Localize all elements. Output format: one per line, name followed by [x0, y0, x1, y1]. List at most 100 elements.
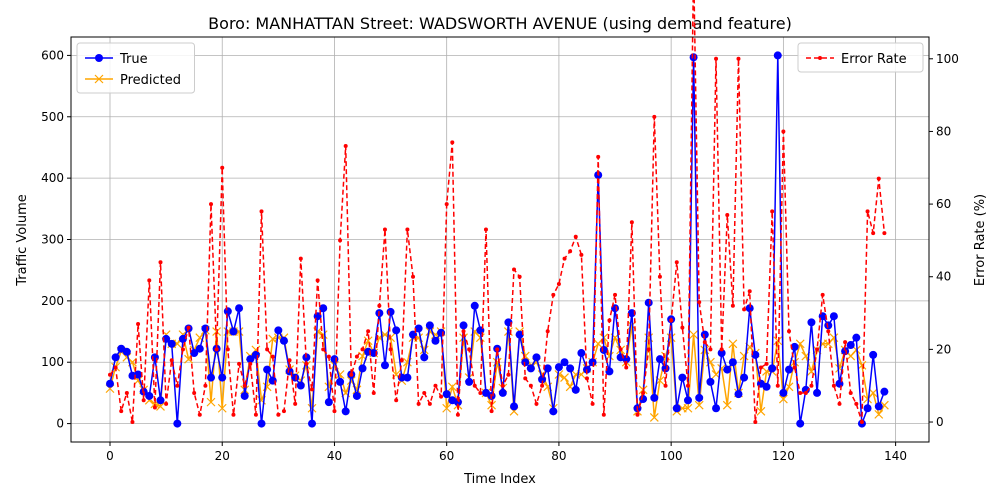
data-point: [674, 260, 679, 265]
data-point: [461, 329, 466, 334]
data-point: [734, 390, 743, 399]
data-point: [736, 56, 741, 61]
data-point: [813, 388, 822, 397]
data-point: [279, 336, 288, 345]
legend-marker: [818, 56, 822, 60]
data-point: [270, 354, 275, 359]
data-point: [573, 234, 578, 239]
data-point: [229, 327, 238, 336]
data-point: [523, 376, 528, 381]
data-point: [846, 341, 855, 350]
data-point: [242, 383, 247, 388]
data-point: [725, 212, 730, 217]
legend-marker: [95, 54, 103, 62]
data-point: [231, 412, 236, 417]
data-point: [700, 330, 709, 339]
data-point: [433, 383, 438, 388]
data-point: [556, 281, 561, 286]
x-tick-label: 60: [439, 449, 454, 463]
data-point: [122, 347, 131, 356]
data-point: [498, 388, 507, 397]
data-point: [680, 325, 685, 330]
y2-axis-label: Error Rate (%): [973, 194, 988, 286]
data-point: [113, 365, 118, 370]
data-point: [206, 397, 216, 407]
data-point: [119, 409, 124, 414]
data-point: [798, 390, 803, 395]
data-point: [781, 129, 786, 134]
data-point: [246, 355, 255, 364]
data-point: [405, 227, 410, 232]
data-point: [510, 402, 519, 411]
data-point: [683, 396, 692, 405]
data-point: [147, 278, 152, 283]
data-point: [848, 390, 853, 395]
data-point: [526, 364, 535, 373]
data-point: [111, 353, 120, 362]
y-axis-label: Traffic Volume: [15, 194, 30, 287]
x-tick-label: 100: [660, 449, 683, 463]
data-point: [540, 383, 545, 388]
data-point: [489, 409, 494, 414]
data-point: [532, 353, 541, 362]
data-point: [792, 365, 797, 370]
x-tick-label: 120: [772, 449, 795, 463]
y-tick-label: 200: [41, 294, 64, 308]
data-point: [257, 419, 266, 428]
data-point: [824, 321, 833, 330]
data-point: [831, 383, 836, 388]
data-point: [520, 351, 530, 361]
data-point: [214, 347, 219, 352]
data-point: [753, 420, 758, 425]
data-point: [419, 345, 429, 355]
data-point: [562, 256, 567, 261]
data-point: [801, 385, 810, 394]
data-point: [319, 304, 328, 313]
data-point: [274, 326, 283, 335]
data-point: [528, 383, 533, 388]
data-point: [829, 312, 838, 321]
legend-left: True Predicted: [76, 42, 195, 94]
data-point: [796, 419, 805, 428]
data-point: [152, 405, 157, 410]
data-point: [296, 381, 305, 390]
data-point: [515, 330, 524, 339]
data-point: [751, 350, 760, 359]
data-point: [869, 350, 878, 359]
data-point: [622, 355, 631, 364]
legend-box: [76, 42, 195, 94]
data-point: [876, 176, 881, 181]
data-point: [472, 383, 477, 388]
data-point: [605, 367, 614, 376]
y2-tick-label: 0: [936, 415, 944, 429]
data-point: [285, 367, 294, 376]
data-point: [730, 303, 735, 308]
data-point: [453, 398, 462, 407]
data-point: [197, 412, 202, 417]
data-point: [478, 390, 483, 395]
data-point: [403, 373, 412, 382]
data-point: [450, 140, 455, 145]
data-point: [779, 388, 788, 397]
data-point: [624, 365, 629, 370]
data-point: [868, 388, 878, 398]
data-point: [590, 401, 595, 406]
data-point: [694, 400, 704, 410]
data-point: [784, 382, 794, 392]
data-point: [646, 347, 651, 352]
data-point: [644, 298, 653, 307]
data-point: [554, 363, 563, 372]
x-tick-label: 0: [106, 449, 114, 463]
data-point: [874, 409, 884, 419]
data-point: [599, 345, 608, 354]
data-point: [382, 227, 387, 232]
data-point: [863, 404, 872, 413]
data-point: [427, 401, 432, 406]
y-tick-label: 0: [56, 417, 64, 431]
data-point: [358, 364, 367, 373]
data-point: [652, 114, 657, 119]
data-point: [770, 209, 775, 214]
data-point: [764, 361, 769, 366]
data-point: [579, 252, 584, 257]
data-point: [218, 373, 227, 382]
